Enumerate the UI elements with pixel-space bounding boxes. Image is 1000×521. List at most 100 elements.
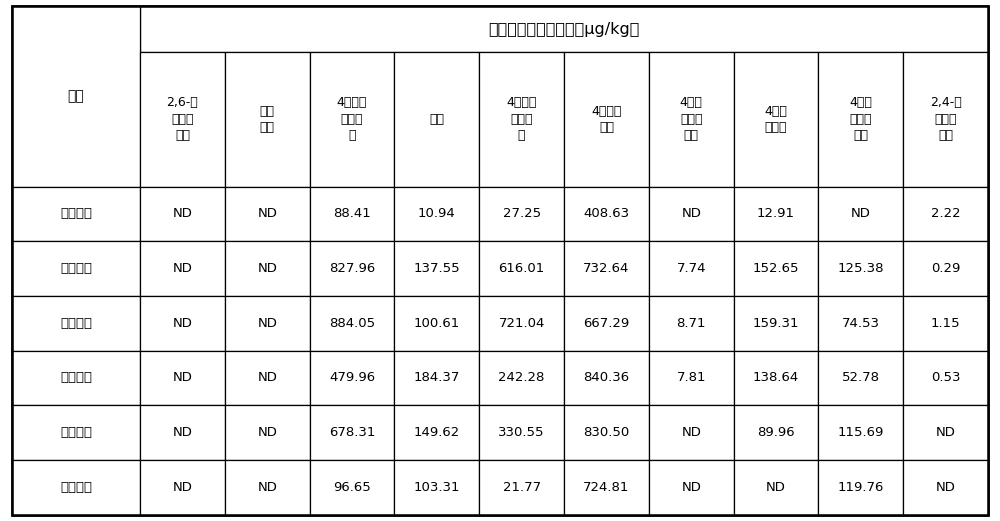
Bar xyxy=(903,296,988,351)
Bar xyxy=(310,296,394,351)
Text: 4－甲基
苯酚: 4－甲基 苯酚 xyxy=(591,105,622,134)
Text: 4－乙
烯愈创
木酚: 4－乙 烯愈创 木酚 xyxy=(849,96,872,142)
Text: ND: ND xyxy=(172,317,192,330)
Bar xyxy=(12,187,140,241)
Bar xyxy=(903,241,988,296)
Text: ND: ND xyxy=(681,481,701,494)
Bar xyxy=(479,296,564,351)
Bar xyxy=(225,296,310,351)
Bar xyxy=(225,187,310,241)
Bar xyxy=(12,460,140,515)
Bar xyxy=(564,405,649,460)
Bar xyxy=(394,187,479,241)
Text: 2.22: 2.22 xyxy=(931,207,960,220)
Bar xyxy=(479,187,564,241)
Text: ND: ND xyxy=(851,207,871,220)
Text: ND: ND xyxy=(257,317,277,330)
Text: 12.91: 12.91 xyxy=(757,207,795,220)
Text: ND: ND xyxy=(257,371,277,384)
Text: 125.38: 125.38 xyxy=(838,262,884,275)
Text: 1.15: 1.15 xyxy=(931,317,960,330)
Bar xyxy=(649,460,734,515)
Text: 窖泥６号: 窖泥６号 xyxy=(60,481,92,494)
Bar xyxy=(140,351,225,405)
Bar xyxy=(479,241,564,296)
Text: 678.31: 678.31 xyxy=(329,426,375,439)
Text: 窖泥５号: 窖泥５号 xyxy=(60,426,92,439)
Bar xyxy=(734,52,818,187)
Text: 8.71: 8.71 xyxy=(676,317,706,330)
Text: 愈创
木酚: 愈创 木酚 xyxy=(260,105,275,134)
Text: 窖泥３号: 窖泥３号 xyxy=(60,317,92,330)
Bar xyxy=(479,351,564,405)
Bar xyxy=(310,405,394,460)
Bar xyxy=(564,296,649,351)
Text: 330.55: 330.55 xyxy=(498,426,545,439)
Bar xyxy=(903,187,988,241)
Bar xyxy=(310,52,394,187)
Bar xyxy=(394,52,479,187)
Text: 89.96: 89.96 xyxy=(757,426,795,439)
Text: ND: ND xyxy=(172,262,192,275)
Text: 4－乙
基苯酚: 4－乙 基苯酚 xyxy=(765,105,787,134)
Bar xyxy=(903,405,988,460)
Text: 115.69: 115.69 xyxy=(838,426,884,439)
Text: 100.61: 100.61 xyxy=(414,317,460,330)
Text: 667.29: 667.29 xyxy=(583,317,630,330)
Bar xyxy=(140,405,225,460)
Bar xyxy=(12,296,140,351)
Text: ND: ND xyxy=(257,262,277,275)
Bar xyxy=(818,460,903,515)
Text: ND: ND xyxy=(936,426,956,439)
Text: 119.76: 119.76 xyxy=(838,481,884,494)
Text: 名称: 名称 xyxy=(68,90,84,103)
Bar xyxy=(394,241,479,296)
Text: 159.31: 159.31 xyxy=(753,317,799,330)
Bar xyxy=(140,241,225,296)
Bar xyxy=(649,296,734,351)
Bar xyxy=(310,351,394,405)
Bar xyxy=(734,296,818,351)
Text: 149.62: 149.62 xyxy=(414,426,460,439)
Bar xyxy=(12,351,140,405)
Bar xyxy=(818,351,903,405)
Text: 10.94: 10.94 xyxy=(418,207,456,220)
Text: 827.96: 827.96 xyxy=(329,262,375,275)
Bar xyxy=(734,351,818,405)
Text: ND: ND xyxy=(172,481,192,494)
Bar xyxy=(564,241,649,296)
Bar xyxy=(734,405,818,460)
Bar xyxy=(225,351,310,405)
Text: 830.50: 830.50 xyxy=(583,426,630,439)
Bar xyxy=(818,52,903,187)
Bar xyxy=(225,460,310,515)
Text: 884.05: 884.05 xyxy=(329,317,375,330)
Text: ND: ND xyxy=(172,371,192,384)
Text: 721.04: 721.04 xyxy=(498,317,545,330)
Text: ND: ND xyxy=(681,426,701,439)
Text: 616.01: 616.01 xyxy=(498,262,545,275)
Text: ND: ND xyxy=(257,207,277,220)
Bar xyxy=(564,351,649,405)
Text: 52.78: 52.78 xyxy=(842,371,880,384)
Text: 0.53: 0.53 xyxy=(931,371,960,384)
Text: 窖泥２号: 窖泥２号 xyxy=(60,262,92,275)
Text: ND: ND xyxy=(766,481,786,494)
Text: 96.65: 96.65 xyxy=(333,481,371,494)
Bar xyxy=(649,52,734,187)
Bar xyxy=(394,296,479,351)
Text: 4－甲基
愈创木
酚: 4－甲基 愈创木 酚 xyxy=(337,96,367,142)
Text: 732.64: 732.64 xyxy=(583,262,630,275)
Bar xyxy=(310,460,394,515)
Bar xyxy=(479,460,564,515)
Text: 21.77: 21.77 xyxy=(503,481,541,494)
Bar xyxy=(140,296,225,351)
Text: 138.64: 138.64 xyxy=(753,371,799,384)
Text: 挥发酚类物质（单位：μg/kg）: 挥发酚类物质（单位：μg/kg） xyxy=(488,22,640,36)
Bar xyxy=(818,241,903,296)
Bar xyxy=(649,405,734,460)
Bar xyxy=(734,241,818,296)
Bar xyxy=(564,52,649,187)
Bar xyxy=(649,241,734,296)
Bar xyxy=(140,6,988,52)
